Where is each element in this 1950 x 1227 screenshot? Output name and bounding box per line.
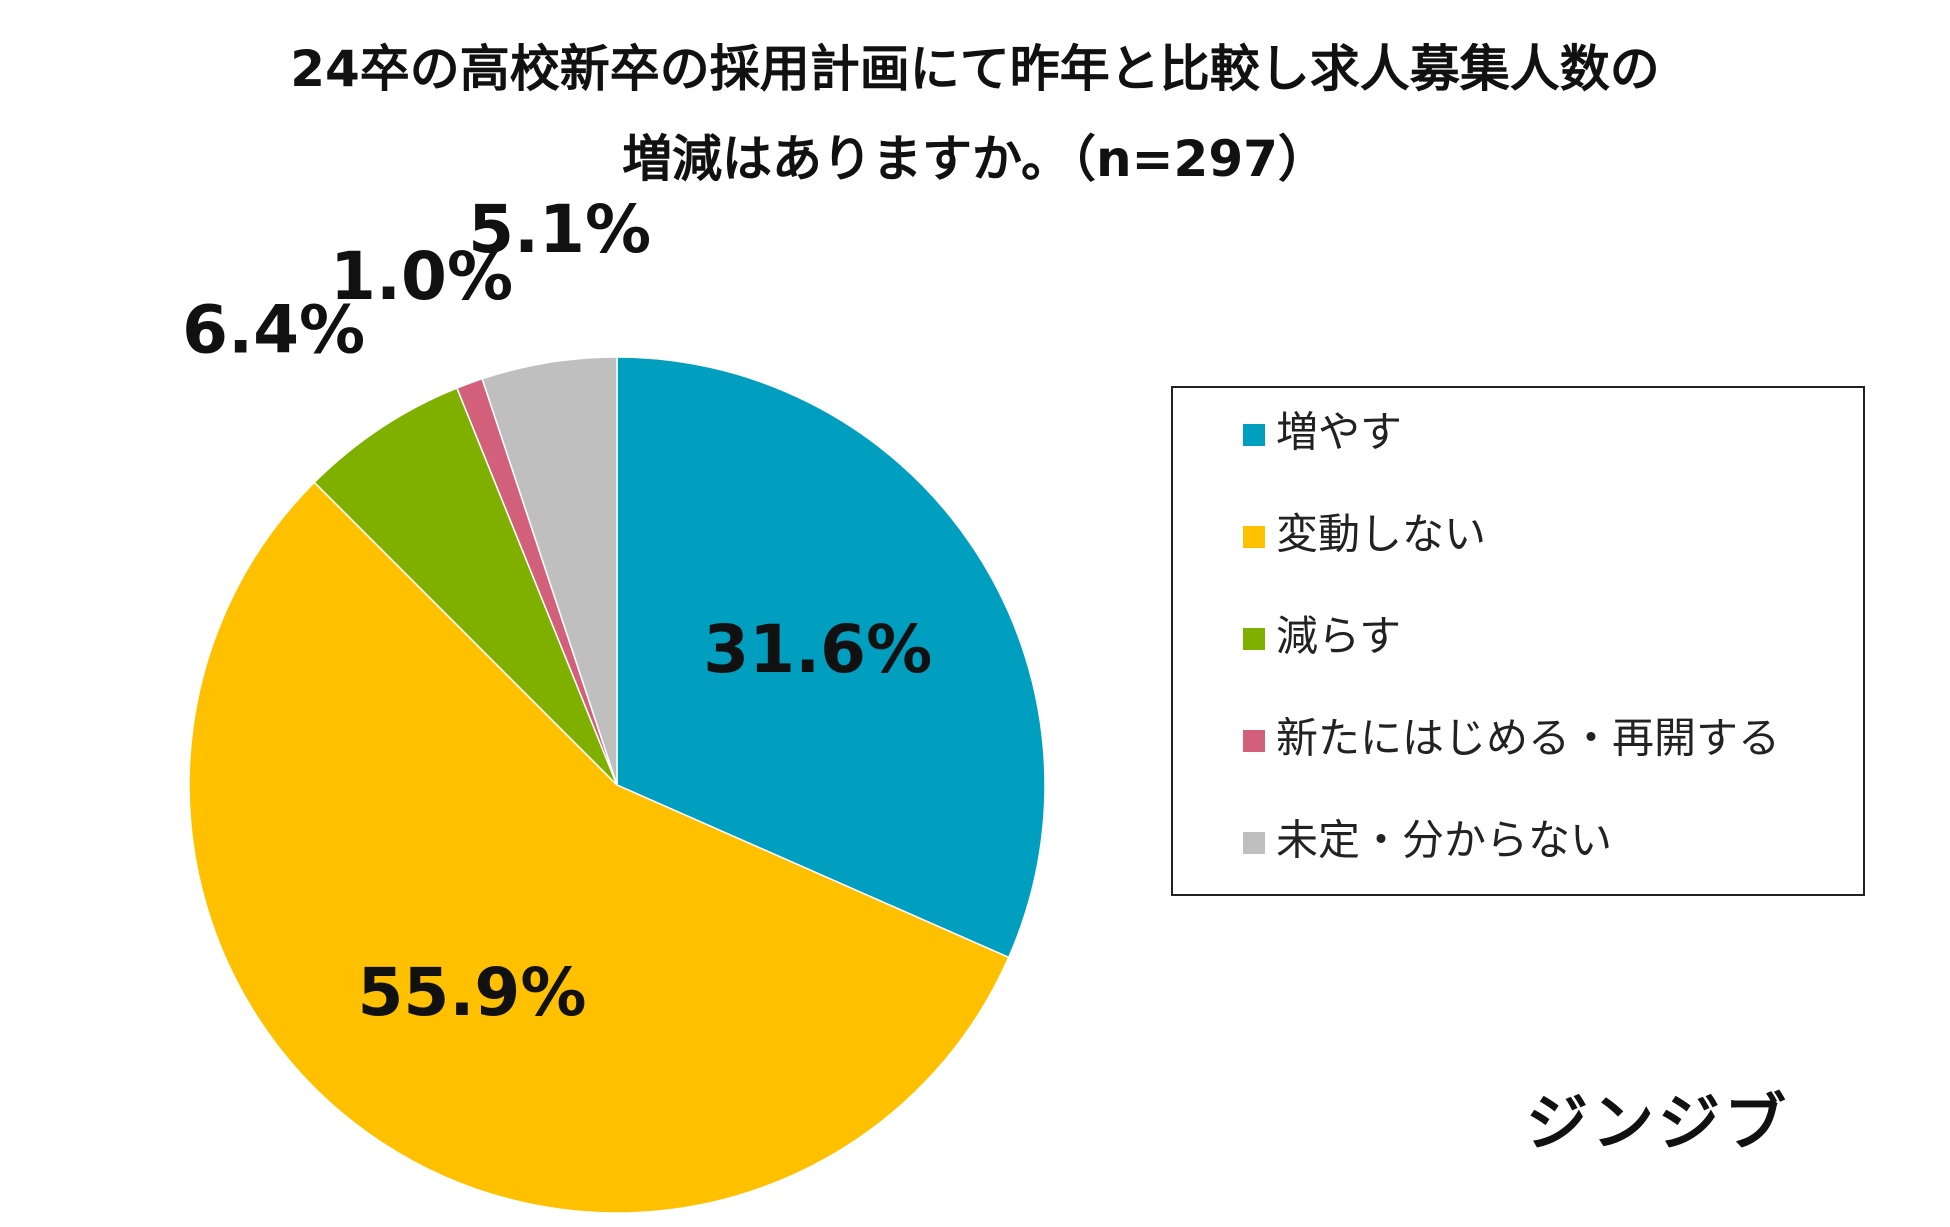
legend-swatch-5 [1243, 832, 1265, 854]
data-label-4: 1.0% [330, 238, 513, 315]
data-label-2: 55.9% [357, 954, 586, 1031]
legend-box [1171, 386, 1865, 896]
legend-label-2: 変動しない [1276, 510, 1486, 559]
chart-title-line-1: 24卒の高校新卒の採用計画にて昨年と比較し求人募集人数の [290, 40, 1660, 98]
data-label-1: 31.6% [703, 611, 932, 688]
pie-slice-3 [313, 387, 618, 786]
data-label-5: 5.1% [468, 191, 651, 268]
pie-slice-5 [481, 356, 618, 786]
legend-label-1: 増やす [1276, 408, 1402, 457]
legend-swatch-3 [1243, 628, 1265, 650]
legend-swatch-1 [1243, 424, 1265, 446]
legend-label-3: 減らす [1276, 612, 1401, 661]
data-label-3: 6.4% [182, 292, 365, 369]
brand-logo: ジンジブ [1526, 1086, 1790, 1159]
legend-swatch-2 [1243, 526, 1265, 548]
legend-label-4: 新たにはじめる・再開する [1276, 714, 1780, 763]
legend-item-5: 未定・分からない [1243, 816, 1612, 865]
legend-item-1: 増やす [1243, 408, 1402, 457]
legend-item-2: 変動しない [1243, 510, 1486, 559]
legend-item-4: 新たにはじめる・再開する [1243, 714, 1780, 763]
legend-label-5: 未定・分からない [1276, 816, 1612, 865]
chart-title-line-2: 増減はありますか。（n=297） [622, 130, 1328, 188]
pie-data-labels: 31.6% 55.9% 6.4%1.0%5.1% [182, 191, 932, 1031]
legend-swatch-4 [1243, 730, 1265, 752]
pie-slice-1 [616, 356, 1046, 959]
legend-item-3: 減らす [1243, 612, 1401, 661]
pie-slice-2 [188, 481, 1010, 1214]
pie-slices [188, 356, 1046, 1214]
